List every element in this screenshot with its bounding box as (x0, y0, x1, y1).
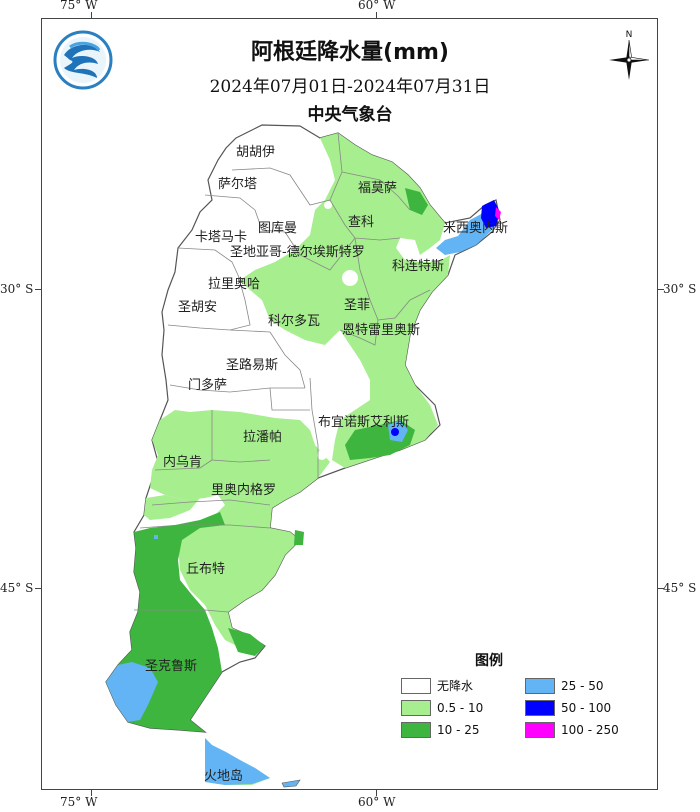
lat-tick-left-45s: 45° S (0, 581, 34, 595)
legend-label-0-5-10: 0.5 - 10 (437, 701, 484, 715)
region-label-entrerios: 恩特雷里奥斯 (342, 323, 420, 338)
region-label-mendoza: 门多萨 (188, 377, 227, 393)
legend-swatch-0-5-10 (401, 700, 431, 716)
region-label-cordoba: 科尔多瓦 (268, 313, 320, 329)
map-title: 阿根廷降水量(mm) (251, 40, 449, 65)
region-label-larioja: 拉里奥哈 (208, 277, 260, 292)
island-shape (281, 779, 301, 788)
lon-tick-top-75w: 75° W (60, 0, 98, 12)
lon-tick-bottom-60w: 60° W (358, 795, 396, 809)
region-label-tierradelfuego: 火地岛 (204, 768, 243, 784)
region-label-chubut: 丘布特 (186, 562, 225, 577)
precip-zone-very-heavy (391, 200, 500, 436)
region-label-lapampa: 拉潘帕 (243, 430, 282, 445)
region-label-rionegro: 里奥内格罗 (211, 482, 276, 498)
region-label-santafe: 圣菲 (344, 298, 370, 313)
region-label-sanluis: 圣路易斯 (226, 357, 278, 373)
legend-title: 图例 (475, 653, 503, 669)
region-label-formosa: 福莫萨 (358, 181, 397, 196)
legend-swatch-10-25 (401, 722, 431, 738)
lat-tick-right-30s: 30° S (663, 282, 697, 296)
lon-tick-top-60w: 60° W (358, 0, 396, 12)
province-borders (134, 132, 431, 613)
region-label-neuquen: 内乌肯 (163, 454, 202, 470)
region-label-misiones: 米西奥内斯 (443, 220, 508, 236)
region-label-buenosaires: 布宜诺斯艾利斯 (318, 415, 409, 430)
cma-logo-icon (53, 30, 113, 90)
region-label-catamarca: 卡塔马卡 (195, 230, 247, 245)
legend-label-none: 无降水 (437, 679, 474, 693)
region-label-santacruz: 圣克鲁斯 (145, 659, 197, 674)
legend-label-50-100: 50 - 100 (561, 701, 612, 715)
compass-north-label: N (626, 30, 633, 40)
region-label-jujuy: 胡胡伊 (236, 145, 275, 160)
tick-mark-top-60w (376, 12, 377, 19)
region-label-sanjuan: 圣胡安 (178, 300, 217, 315)
tick-mark-left-45s (35, 588, 42, 589)
date-range: 2024年07月01日-2024年07月31日 (209, 77, 491, 97)
tick-mark-left-30s (35, 289, 42, 290)
lat-tick-right-45s: 45° S (663, 581, 697, 595)
legend-swatch-25-50 (525, 678, 555, 694)
precip-zone-extreme (495, 207, 501, 220)
legend-swatch-50-100 (525, 700, 555, 716)
region-label-corrientes: 科连特斯 (392, 258, 444, 274)
region-label-tucuman: 图库曼 (258, 220, 297, 236)
tick-mark-right-45s (657, 588, 664, 589)
north-arrow-icon (609, 39, 650, 80)
legend-swatch-100-250 (525, 722, 555, 738)
dry-spots (317, 201, 358, 460)
region-label-santiago: 圣地亚哥-德尔埃斯特罗 (230, 245, 365, 260)
lon-tick-bottom-75w: 75° W (60, 795, 98, 809)
tick-mark-top-75w (91, 12, 92, 19)
region-label-chaco: 查科 (348, 215, 374, 230)
legend-label-10-25: 10 - 25 (437, 723, 480, 737)
lat-tick-left-30s: 30° S (0, 282, 34, 296)
agency-name: 中央气象台 (307, 105, 393, 125)
tick-mark-bottom-60w (376, 789, 377, 796)
legend-label-100-250: 100 - 250 (561, 723, 619, 737)
tick-mark-right-30s (657, 289, 664, 290)
legend-swatch-none (401, 678, 431, 694)
tick-mark-bottom-75w (91, 789, 92, 796)
region-label-salta: 萨尔塔 (218, 177, 257, 192)
legend-label-25-50: 25 - 50 (561, 679, 604, 693)
